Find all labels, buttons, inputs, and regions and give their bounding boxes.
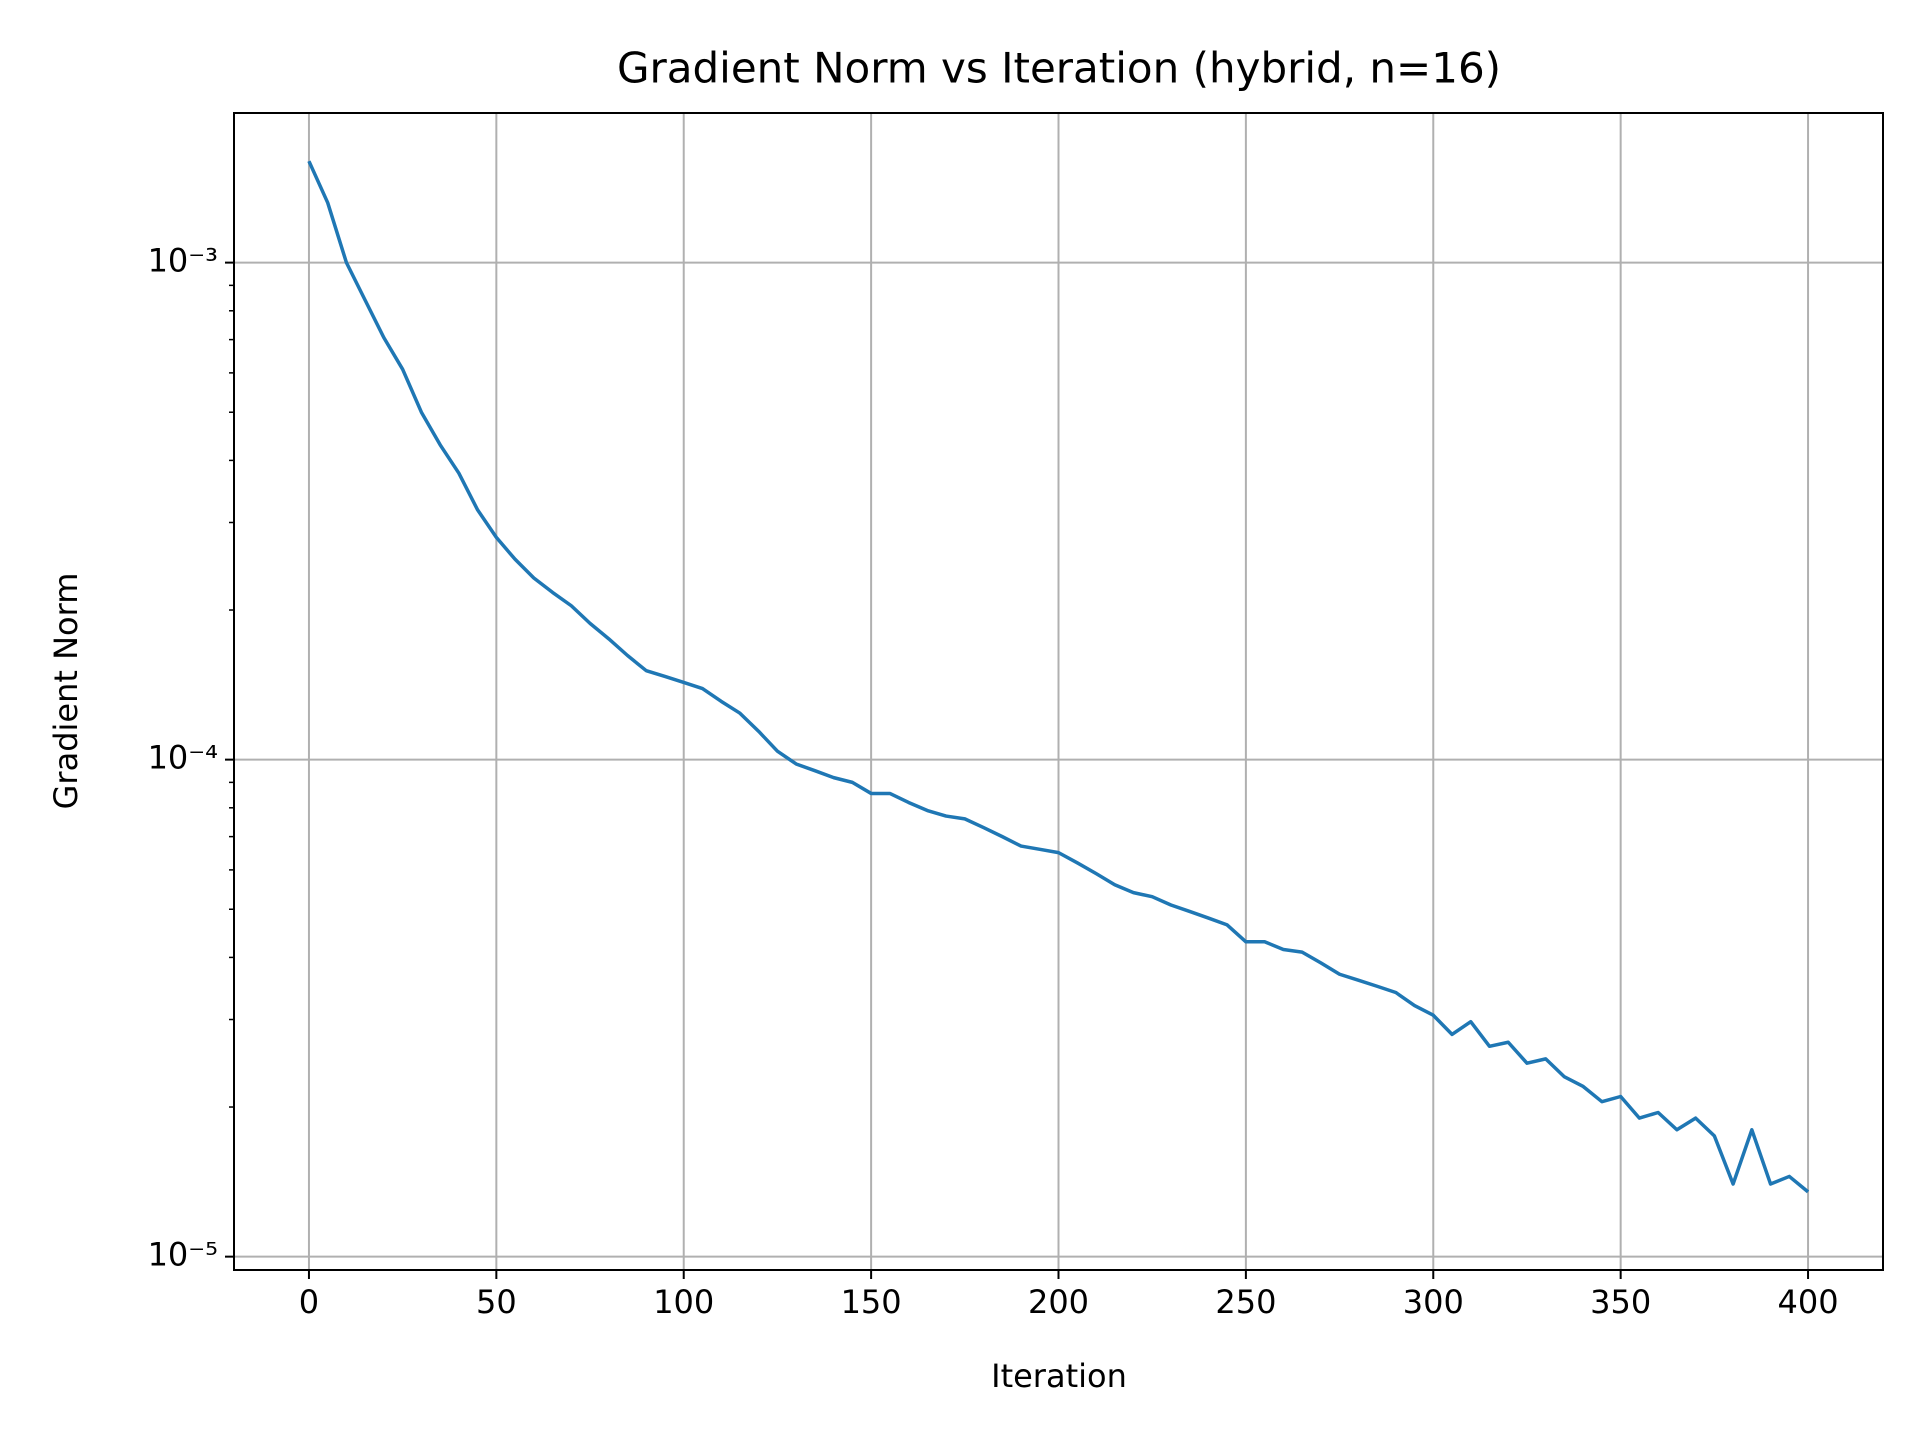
x-tick-label: 300	[1403, 1283, 1464, 1321]
x-tick-label: 350	[1590, 1283, 1651, 1321]
y-axis-label: Gradient Norm	[47, 573, 85, 810]
y-tick-label: 10⁻⁴	[148, 739, 218, 777]
x-axis-label: Iteration	[991, 1357, 1127, 1395]
y-tick-label: 10⁻⁵	[148, 1236, 218, 1274]
x-tick-label: 250	[1215, 1283, 1276, 1321]
x-tick-label: 200	[1028, 1283, 1089, 1321]
data-line	[307, 160, 1810, 1194]
y-tick-label: 10⁻³	[148, 242, 218, 280]
x-tick-label: 50	[476, 1283, 517, 1321]
chart-title: Gradient Norm vs Iteration (hybrid, n=16…	[617, 44, 1501, 93]
x-tick-label: 400	[1778, 1283, 1839, 1321]
x-tick-label: 0	[299, 1283, 319, 1321]
x-tick-label: 100	[653, 1283, 714, 1321]
x-tick-label: 150	[841, 1283, 902, 1321]
plot-frame	[233, 112, 1884, 1271]
